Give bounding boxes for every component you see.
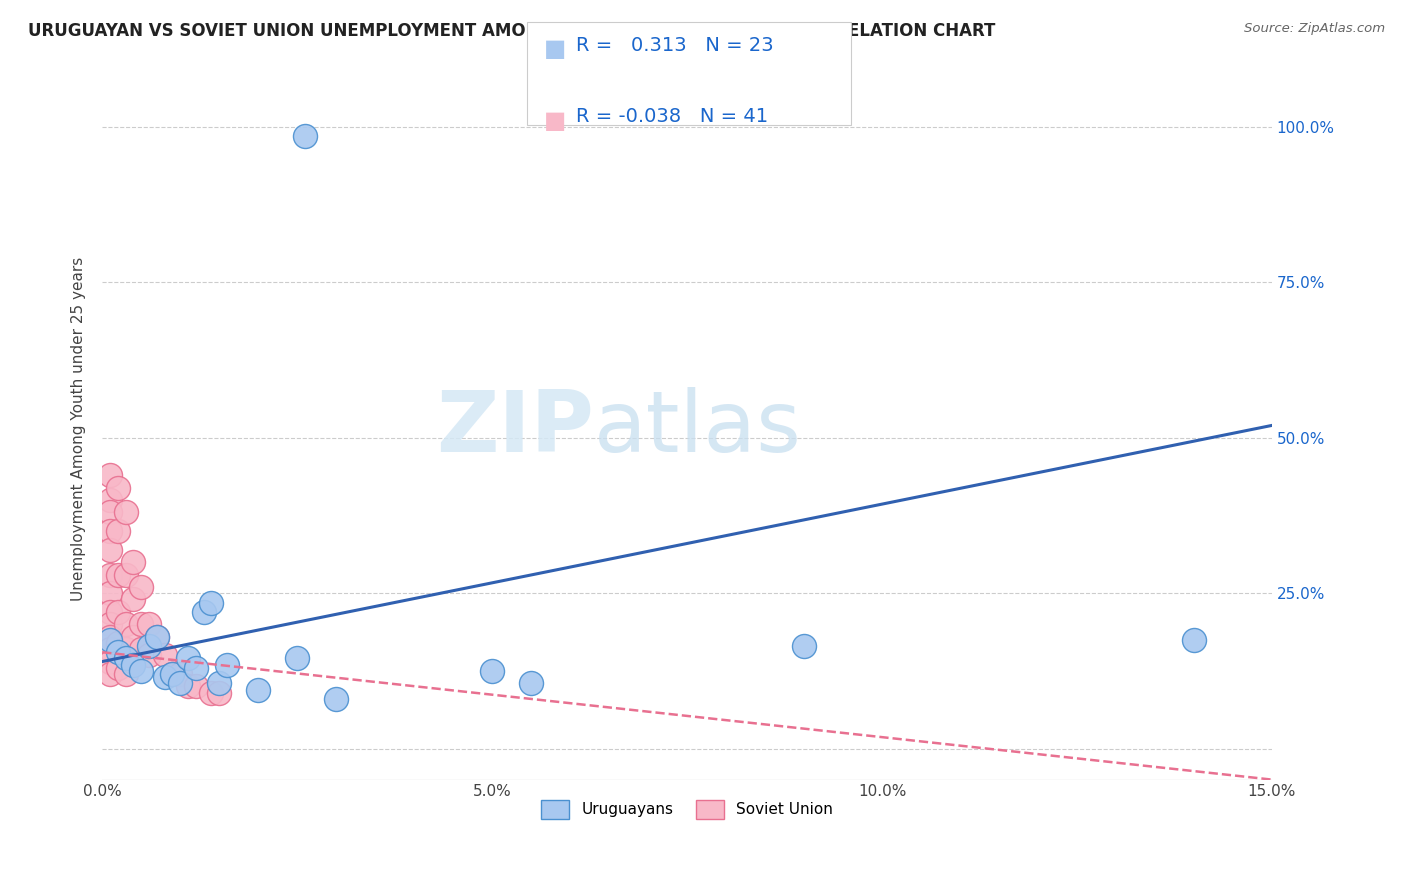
- Point: [138, 648, 160, 663]
- Point: [98, 632, 121, 647]
- Point: [114, 667, 136, 681]
- Text: URUGUAYAN VS SOVIET UNION UNEMPLOYMENT AMONG YOUTH UNDER 25 YEARS CORRELATION CH: URUGUAYAN VS SOVIET UNION UNEMPLOYMENT A…: [28, 22, 995, 40]
- Point: [98, 667, 121, 681]
- Point: [98, 542, 121, 557]
- Point: [122, 555, 145, 569]
- Point: [122, 655, 145, 669]
- Point: [215, 657, 238, 672]
- Point: [200, 595, 222, 609]
- Point: [146, 630, 169, 644]
- Point: [98, 630, 121, 644]
- Text: ZIP: ZIP: [436, 387, 593, 470]
- Point: [208, 676, 231, 690]
- Point: [107, 636, 129, 650]
- Point: [153, 648, 176, 663]
- Text: R =   0.313   N = 23: R = 0.313 N = 23: [576, 36, 775, 54]
- Point: [193, 605, 215, 619]
- Point: [107, 524, 129, 538]
- Point: [98, 493, 121, 508]
- Text: Source: ZipAtlas.com: Source: ZipAtlas.com: [1244, 22, 1385, 36]
- Point: [1182, 632, 1205, 647]
- Point: [294, 129, 316, 144]
- Text: ■: ■: [544, 37, 567, 62]
- Point: [129, 664, 152, 678]
- Point: [122, 657, 145, 672]
- Point: [184, 680, 207, 694]
- Point: [98, 642, 121, 657]
- Text: atlas: atlas: [593, 387, 801, 470]
- Point: [481, 664, 503, 678]
- Point: [98, 468, 121, 483]
- Point: [146, 630, 169, 644]
- Point: [129, 617, 152, 632]
- Point: [200, 685, 222, 699]
- Point: [520, 676, 543, 690]
- Point: [107, 645, 129, 659]
- Point: [114, 567, 136, 582]
- Point: [184, 661, 207, 675]
- Point: [98, 655, 121, 669]
- Point: [122, 592, 145, 607]
- Point: [107, 567, 129, 582]
- Point: [177, 680, 200, 694]
- Point: [122, 630, 145, 644]
- Point: [129, 580, 152, 594]
- Point: [153, 670, 176, 684]
- Point: [114, 505, 136, 519]
- Point: [107, 481, 129, 495]
- Point: [114, 651, 136, 665]
- Point: [325, 691, 347, 706]
- Point: [98, 586, 121, 600]
- Legend: Uruguayans, Soviet Union: Uruguayans, Soviet Union: [536, 794, 839, 824]
- Point: [107, 605, 129, 619]
- Point: [793, 639, 815, 653]
- Point: [114, 617, 136, 632]
- Point: [98, 524, 121, 538]
- Point: [169, 676, 191, 690]
- Point: [138, 617, 160, 632]
- Text: ■: ■: [544, 109, 567, 133]
- Point: [98, 617, 121, 632]
- Point: [114, 642, 136, 657]
- Y-axis label: Unemployment Among Youth under 25 years: Unemployment Among Youth under 25 years: [72, 256, 86, 600]
- Point: [98, 505, 121, 519]
- Point: [107, 661, 129, 675]
- Point: [162, 667, 184, 681]
- Point: [98, 605, 121, 619]
- Text: R = -0.038   N = 41: R = -0.038 N = 41: [576, 107, 769, 126]
- Point: [285, 651, 308, 665]
- Point: [138, 639, 160, 653]
- Point: [98, 567, 121, 582]
- Point: [177, 651, 200, 665]
- Point: [247, 682, 270, 697]
- Point: [169, 667, 191, 681]
- Point: [162, 667, 184, 681]
- Point: [129, 642, 152, 657]
- Point: [208, 685, 231, 699]
